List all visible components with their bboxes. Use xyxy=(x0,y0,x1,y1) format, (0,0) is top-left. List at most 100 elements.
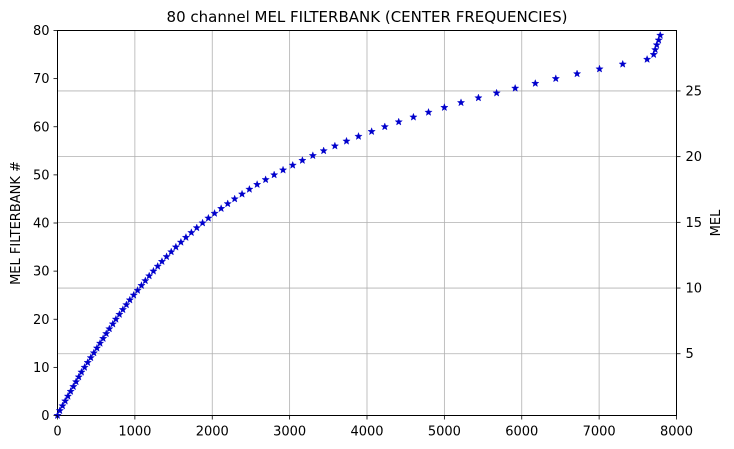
y2-tick-label: 5 xyxy=(686,347,694,362)
data-point xyxy=(409,112,418,121)
data-point xyxy=(216,204,226,213)
data-point xyxy=(66,387,75,395)
x-tick-label: 3000 xyxy=(273,425,306,440)
data-point xyxy=(230,194,239,203)
data-point xyxy=(162,252,171,261)
data-point xyxy=(61,396,70,405)
y-axis-right: 5 10 15 20 25 xyxy=(676,84,703,362)
y2-tick-label: 15 xyxy=(686,216,703,231)
y-tick-label: 10 xyxy=(33,361,50,376)
data-point xyxy=(354,131,363,140)
data-point xyxy=(269,170,279,179)
data-point xyxy=(69,382,78,391)
data-point xyxy=(245,184,254,193)
data-point xyxy=(595,64,604,73)
y-tick-label: 0 xyxy=(41,409,49,424)
data-point xyxy=(167,247,176,256)
data-point xyxy=(511,83,520,92)
data-point xyxy=(649,50,658,59)
data-point xyxy=(118,305,128,314)
y-tick-label: 40 xyxy=(33,217,50,232)
x-axis: 0 1000 2000 3000 4000 5000 6000 7000 8000 xyxy=(53,415,693,440)
data-point xyxy=(145,271,154,280)
y-axis-left: 0 10 20 30 40 50 60 70 80 xyxy=(33,24,58,424)
data-point xyxy=(642,55,652,63)
data-point xyxy=(492,88,501,97)
data-point xyxy=(618,59,627,68)
data-point xyxy=(95,338,105,347)
data-point xyxy=(122,300,131,309)
y-axis-label: MEL FILTERBANK # xyxy=(9,161,24,285)
y-tick-label: 70 xyxy=(33,72,50,87)
x-tick-label: 5000 xyxy=(428,425,461,440)
data-point xyxy=(456,98,466,107)
data-point xyxy=(111,314,121,323)
data-point xyxy=(198,218,207,227)
data-point xyxy=(308,151,317,160)
data-point xyxy=(133,285,142,294)
data-point xyxy=(115,310,124,318)
data-point xyxy=(74,372,83,381)
data-point xyxy=(531,79,540,87)
x-tick-label: 7000 xyxy=(583,425,616,440)
data-points xyxy=(53,30,665,420)
data-point xyxy=(261,175,270,184)
y-tick-label: 60 xyxy=(33,120,50,135)
data-point xyxy=(80,362,89,371)
x-tick-label: 1000 xyxy=(118,425,151,440)
data-point xyxy=(157,257,167,266)
data-point xyxy=(237,189,247,198)
data-point xyxy=(380,122,389,131)
data-point xyxy=(105,324,114,333)
y-tick-label: 30 xyxy=(33,265,50,280)
x-tick-label: 4000 xyxy=(350,425,383,440)
data-point xyxy=(58,401,67,410)
data-point xyxy=(651,45,660,54)
data-point xyxy=(342,136,351,145)
data-point xyxy=(551,74,560,83)
data-point xyxy=(63,391,73,400)
data-point xyxy=(652,40,661,49)
data-point xyxy=(367,127,376,136)
y2-tick-label: 25 xyxy=(686,84,703,99)
data-point xyxy=(153,261,162,270)
data-point xyxy=(71,377,81,386)
data-point xyxy=(89,348,99,357)
data-point xyxy=(187,228,196,237)
data-point xyxy=(125,295,135,304)
data-point xyxy=(394,117,403,126)
data-point xyxy=(192,223,201,232)
data-point xyxy=(108,319,117,328)
x-tick-label: 0 xyxy=(53,425,61,440)
data-point xyxy=(278,165,288,174)
data-point xyxy=(86,353,95,362)
y-tick-label: 80 xyxy=(33,24,50,39)
data-point xyxy=(98,334,108,343)
data-point xyxy=(252,180,262,189)
data-point xyxy=(223,199,232,208)
data-point xyxy=(181,233,191,241)
data-point xyxy=(83,358,92,367)
data-point xyxy=(424,107,433,116)
chart-title: 80 channel MEL FILTERBANK (CENTER FREQUE… xyxy=(167,8,568,26)
y2-axis-label: MEL xyxy=(709,209,724,236)
y-tick-label: 50 xyxy=(33,168,50,183)
data-point xyxy=(656,30,665,39)
data-point xyxy=(204,213,213,222)
data-point xyxy=(654,35,663,44)
data-point xyxy=(55,406,64,415)
data-point xyxy=(298,156,307,164)
data-point xyxy=(440,103,449,112)
data-point xyxy=(176,237,186,246)
data-point xyxy=(129,290,138,299)
data-point xyxy=(572,69,582,78)
data-point xyxy=(319,146,328,155)
x-tick-label: 6000 xyxy=(505,425,538,440)
y-tick-label: 20 xyxy=(33,313,50,328)
data-point xyxy=(102,329,111,338)
data-point xyxy=(210,208,219,217)
data-point xyxy=(474,93,483,102)
y2-tick-label: 10 xyxy=(686,282,703,297)
y2-tick-label: 20 xyxy=(686,150,703,165)
